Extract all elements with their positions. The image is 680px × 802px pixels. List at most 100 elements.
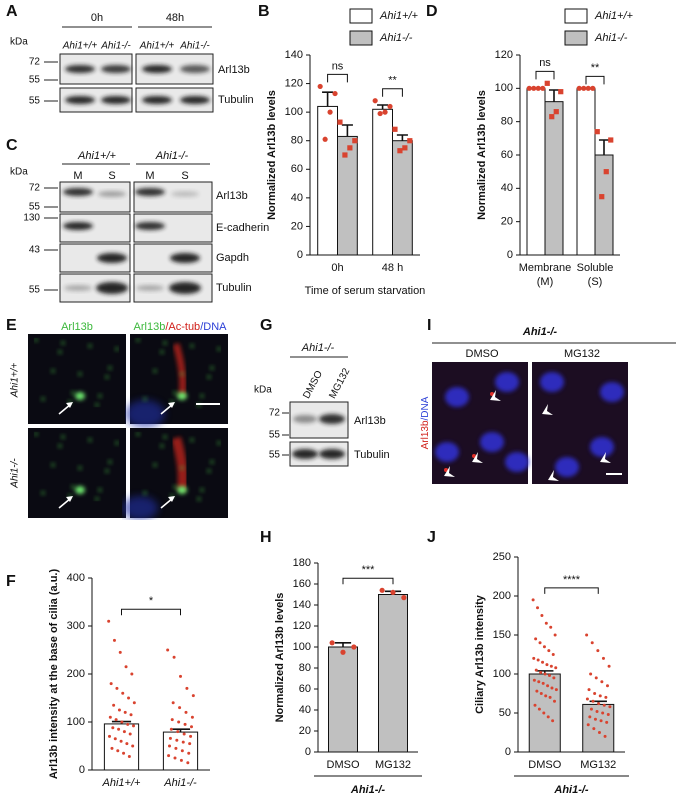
legend-swatch: [349, 30, 373, 46]
lane-label: Ahi1-/-: [100, 41, 131, 52]
band: [169, 282, 201, 294]
row-label: Ahi1+/+: [10, 363, 21, 399]
data-point: [127, 755, 131, 759]
error-bar: [396, 134, 408, 141]
error-bar: [170, 728, 191, 733]
panel-g: G Ahi1-/- DMSO MG132 kDa 72 55 55 Arl13b…: [254, 317, 390, 467]
speck: [190, 438, 194, 442]
legend-label: Ahi1-/-: [594, 32, 628, 44]
y-tick-label: 0: [297, 249, 303, 261]
nucleus: [540, 372, 564, 392]
data-point: [536, 658, 540, 662]
data-point: [604, 695, 608, 699]
panel-letter: H: [260, 529, 272, 546]
data-point: [590, 85, 596, 91]
speck: [207, 375, 211, 379]
panel-letter: C: [6, 137, 18, 154]
data-point: [171, 701, 175, 705]
data-point: [340, 649, 346, 655]
timepoint: 48h: [166, 12, 184, 24]
group-label: Ahi1-/-: [553, 784, 589, 796]
band: [63, 222, 93, 230]
y-tick-label: 300: [67, 620, 85, 632]
band: [171, 191, 199, 197]
cilium-base: [177, 486, 187, 494]
speck: [200, 488, 204, 492]
data-point: [546, 715, 550, 719]
data-point: [599, 719, 603, 723]
stain: Arl13b: [61, 321, 93, 333]
speck: [58, 350, 62, 354]
band: [96, 282, 128, 294]
data-point: [132, 701, 136, 705]
data-point: [553, 633, 557, 637]
data-point: [392, 126, 398, 132]
y-axis-label: Ciliary Arl13b intensity: [474, 594, 486, 714]
y-tick-label: 100: [493, 668, 511, 680]
protein-label: E-cadherin: [216, 222, 269, 234]
x-tick-label: Ahi1+/+: [102, 777, 141, 789]
data-point: [127, 696, 131, 700]
panel-c: C kDa Ahi1+/+ Ahi1-/- M S M S 72 55 130 …: [6, 137, 269, 303]
data-point: [168, 736, 172, 740]
speck: [95, 403, 99, 407]
data-point: [606, 713, 610, 717]
data-point: [545, 663, 549, 667]
bar: [378, 594, 408, 753]
data-point: [531, 598, 535, 602]
speck: [160, 350, 164, 354]
data-point: [121, 691, 125, 695]
significance: ns: [539, 57, 551, 69]
data-point: [172, 655, 176, 659]
data-point: [402, 145, 408, 151]
data-point: [167, 754, 171, 758]
legend-label: Ahi1-/-: [379, 32, 413, 44]
row-label: Ahi1-/-: [10, 458, 21, 489]
data-point: [535, 85, 541, 91]
bar: [392, 140, 413, 256]
data-point: [177, 720, 181, 724]
data-point: [595, 709, 599, 713]
data-point: [552, 676, 556, 680]
data-point: [122, 730, 126, 734]
y-tick-label: 20: [501, 216, 513, 228]
data-point: [390, 589, 396, 596]
speck: [217, 347, 221, 351]
panel-letter: I: [427, 317, 431, 334]
x-tick-note: (M): [537, 276, 554, 288]
data-point: [540, 85, 546, 91]
panel-letter: D: [426, 3, 438, 20]
data-point: [114, 718, 118, 722]
error-bar: [598, 139, 610, 155]
speck: [210, 366, 214, 370]
bar: [162, 731, 199, 771]
tile: [28, 334, 126, 424]
x-tick-label: Membrane: [519, 262, 572, 274]
data-point: [534, 668, 538, 672]
y-tick-label: 0: [79, 764, 85, 776]
data-point: [588, 715, 592, 719]
band: [136, 285, 164, 291]
data-point: [549, 114, 555, 120]
blot: [133, 181, 213, 213]
x-tick-label: MG132: [580, 759, 616, 771]
data-point: [181, 740, 185, 744]
data-point: [552, 699, 556, 703]
band: [97, 253, 127, 263]
data-point: [401, 595, 407, 601]
panel-a: A kDa 0h 48h Ahi1+/+ Ahi1-/- Ahi1+/+ Ahi…: [6, 3, 254, 113]
x-axis-label: Time of serum starvation: [305, 285, 426, 297]
speck: [207, 469, 211, 473]
data-point: [116, 749, 120, 753]
marker: 130: [23, 213, 40, 224]
speck: [61, 341, 65, 345]
stain-label: Arl13b/DNA: [420, 396, 431, 449]
data-point: [108, 715, 112, 719]
x-tick-label: DMSO: [528, 759, 561, 771]
y-tick-label: 0: [507, 249, 513, 261]
data-point: [539, 692, 543, 695]
arrow-head: [168, 496, 175, 502]
legend-swatch: [349, 8, 373, 24]
data-point: [593, 692, 597, 695]
